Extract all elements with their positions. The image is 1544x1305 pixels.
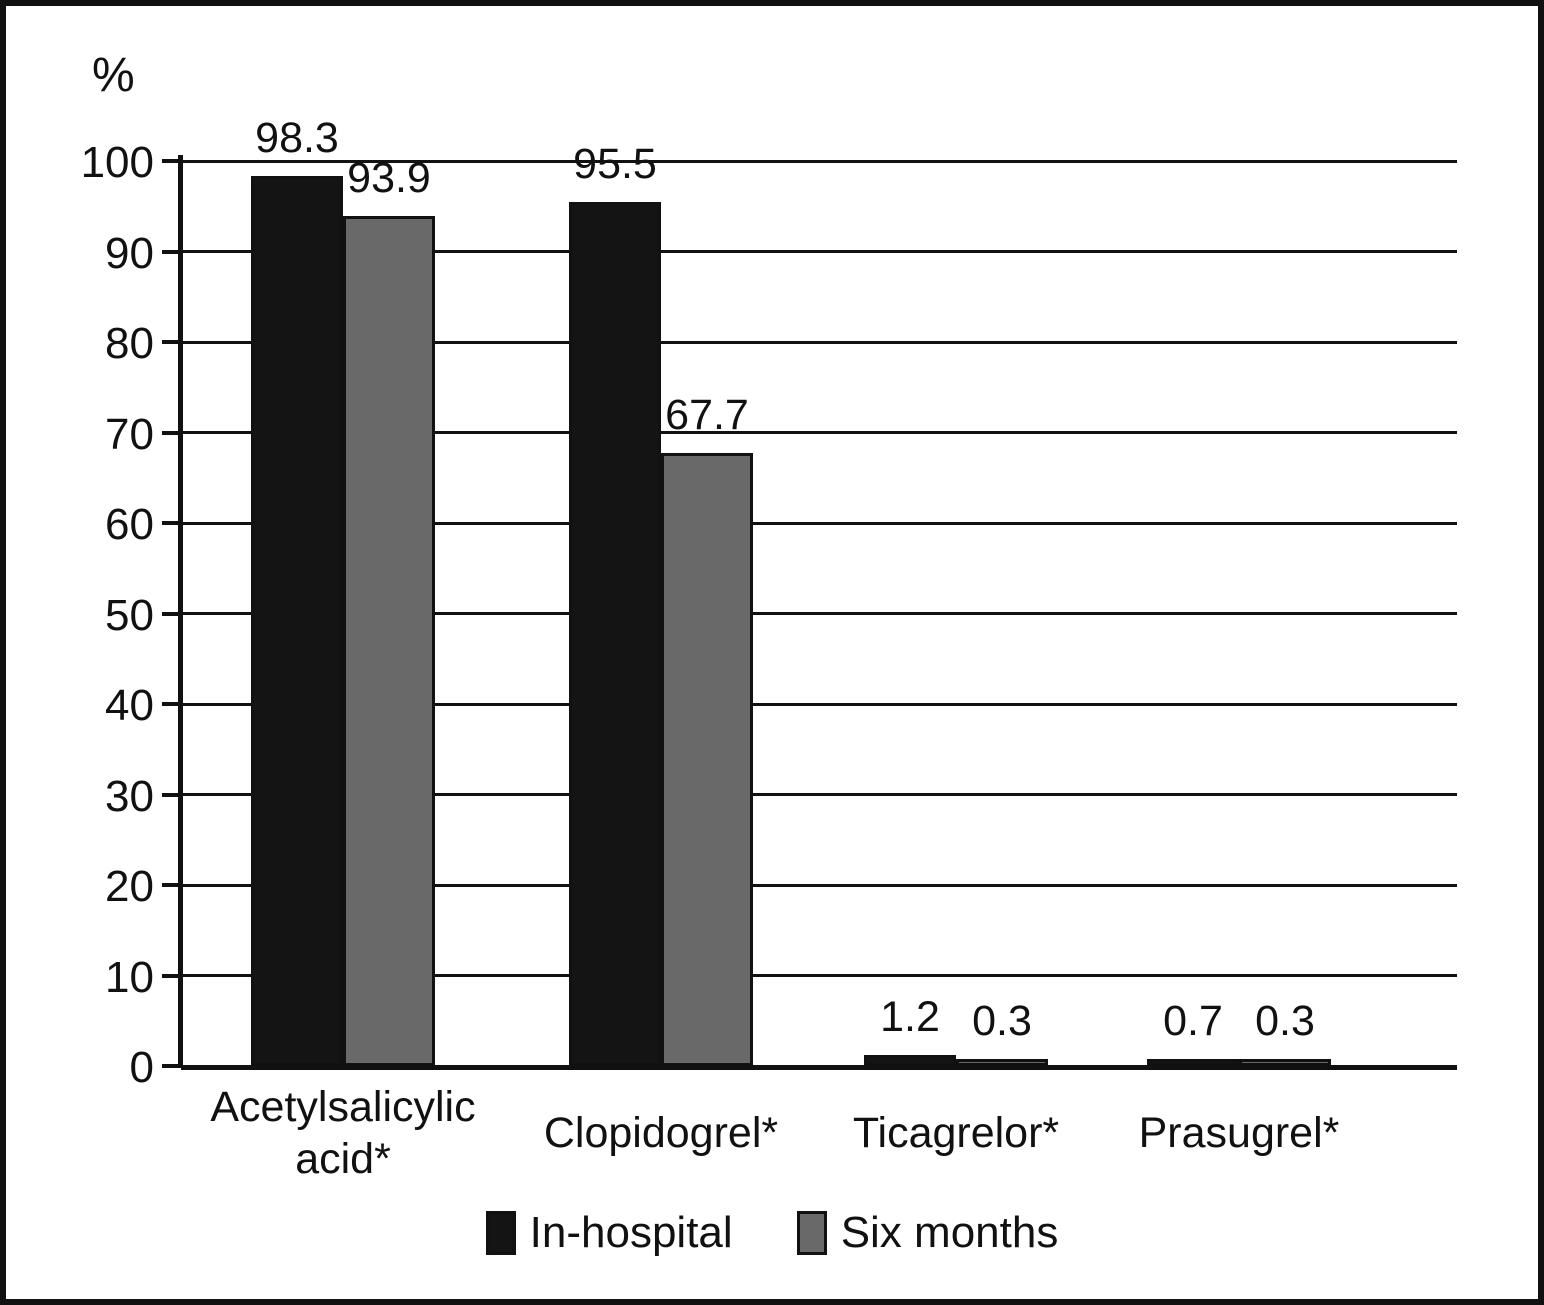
value-label-six-months-2: 67.7 xyxy=(665,391,749,440)
y-axis-tick-90 xyxy=(162,249,180,254)
y-axis-tick-30 xyxy=(162,792,180,797)
y-axis-tick-70 xyxy=(162,430,180,435)
y-axis-tick-60 xyxy=(162,521,180,525)
y-axis-tick-label-50: 50 xyxy=(105,590,154,640)
value-label-six-months-4: 0.3 xyxy=(1255,997,1315,1045)
y-axis-tick-0 xyxy=(162,1064,180,1068)
category-label-1: Acetylsalicylic acid* xyxy=(210,1082,476,1183)
y-axis-tick-10 xyxy=(162,973,180,978)
y-axis-line xyxy=(178,155,183,1068)
category-label-2: Clopidogrel* xyxy=(543,1108,779,1157)
six-months-legend-swatch xyxy=(796,1211,827,1255)
y-axis-tick-label-100: 100 xyxy=(80,138,154,187)
value-label-six-months-3: 0.3 xyxy=(972,997,1032,1045)
gridline-40 xyxy=(181,702,1457,706)
gridline-10 xyxy=(181,974,1457,977)
y-axis-tick-40 xyxy=(162,702,180,706)
in-hospital-legend-swatch xyxy=(485,1211,516,1255)
gridline-30 xyxy=(181,793,1457,796)
gridline-50 xyxy=(181,612,1457,615)
y-axis-tick-100 xyxy=(162,159,180,163)
y-axis-unit-label: % xyxy=(92,49,135,102)
gridline-0 xyxy=(181,1064,1457,1070)
plot-area xyxy=(181,159,1457,1070)
legend: In-hospital Six months xyxy=(6,1208,1538,1258)
bar-in-hospital-3 xyxy=(864,1055,956,1066)
category-label-4: Prasugrel* xyxy=(1138,1108,1340,1157)
legend-item-six-months: Six months xyxy=(796,1208,1059,1258)
value-label-in-hospital-2: 95.5 xyxy=(573,139,657,188)
y-axis-tick-80 xyxy=(162,340,180,344)
bar-six-months-1 xyxy=(343,216,435,1066)
gridline-100 xyxy=(181,159,1457,163)
y-axis-tick-label-80: 80 xyxy=(105,319,154,368)
gridline-70 xyxy=(181,431,1457,434)
bar-in-hospital-1 xyxy=(251,176,343,1066)
gridline-80 xyxy=(181,340,1457,344)
y-axis-tick-label-10: 10 xyxy=(105,952,154,1002)
legend-item-in-hospital: In-hospital xyxy=(485,1208,733,1258)
y-axis-tick-label-60: 60 xyxy=(105,500,154,549)
y-axis-tick-20 xyxy=(162,883,180,887)
y-axis-tick-label-20: 20 xyxy=(105,862,154,911)
bar-six-months-3 xyxy=(956,1059,1048,1066)
bar-in-hospital-2 xyxy=(569,201,661,1066)
six-months-legend-label: Six months xyxy=(840,1208,1059,1257)
in-hospital-legend-label: In-hospital xyxy=(529,1208,733,1257)
y-axis-tick-50 xyxy=(162,611,180,616)
value-label-in-hospital-4: 0.7 xyxy=(1163,997,1223,1045)
y-axis-tick-label-0: 0 xyxy=(129,1043,154,1092)
bar-six-months-2 xyxy=(661,453,753,1066)
value-label-six-months-1: 93.9 xyxy=(347,154,431,203)
gridline-20 xyxy=(181,883,1457,887)
y-axis-tick-label-70: 70 xyxy=(105,409,154,459)
bar-in-hospital-4 xyxy=(1147,1059,1239,1066)
y-axis-tick-label-30: 30 xyxy=(105,771,154,821)
value-label-in-hospital-1: 98.3 xyxy=(255,114,339,163)
value-label-in-hospital-3: 1.2 xyxy=(880,993,940,1042)
y-axis-tick-label-90: 90 xyxy=(105,228,154,278)
gridline-60 xyxy=(181,521,1457,525)
gridline-90 xyxy=(181,250,1457,253)
category-label-3: Ticagrelor* xyxy=(852,1108,1060,1157)
bar-six-months-4 xyxy=(1239,1059,1331,1066)
y-axis-tick-label-40: 40 xyxy=(105,681,154,730)
